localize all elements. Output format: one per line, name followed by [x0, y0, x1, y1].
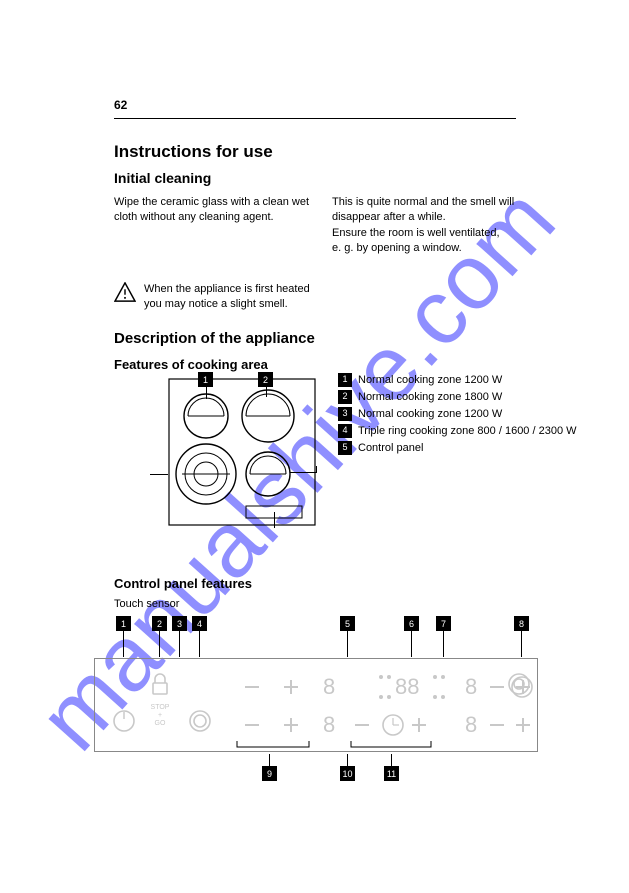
svg-text:STOP: STOP — [151, 704, 170, 711]
legend-text: Normal cooking zone 1800 W — [358, 389, 502, 406]
svg-text:GO: GO — [155, 720, 166, 727]
page-number: 62 — [114, 98, 127, 112]
legend-num: 2 — [338, 390, 352, 404]
para-smell: This is quite normal and the smell will … — [332, 195, 522, 257]
line — [274, 512, 275, 528]
panel-markers-bottom: 9 10 11 — [94, 754, 538, 794]
svg-text:8: 8 — [465, 674, 477, 699]
heading-description: Description of the appliance — [114, 330, 315, 347]
legend-text: Normal cooking zone 1200 W — [358, 406, 502, 423]
sensors-text: Touch sensor — [114, 598, 179, 610]
warning-icon — [114, 282, 136, 307]
legend-num: 3 — [338, 407, 352, 421]
legend-num: 4 — [338, 424, 352, 438]
marker-sq: 10 — [340, 766, 355, 781]
page-content: 62 Instructions for use Initial cleaning… — [0, 0, 629, 893]
svg-text:8: 8 — [465, 712, 477, 737]
legend-text: Control panel — [358, 440, 423, 457]
cooktop-legend: 1 Normal cooking zone 1200 W 2 Normal cook… — [338, 372, 577, 457]
legend-text: Triple ring cooking zone 800 / 1600 / 23… — [358, 423, 577, 440]
line — [316, 466, 317, 473]
marker-sq: 4 — [192, 616, 207, 631]
triple-ring-button — [507, 672, 531, 701]
marker-sq: 5 — [340, 616, 355, 631]
warning-text: When the appliance is first heated you m… — [144, 282, 324, 312]
marker-sq: 1 — [116, 616, 131, 631]
svg-text:8: 8 — [323, 712, 335, 737]
line — [150, 474, 168, 475]
t: disappear after a while. — [332, 211, 446, 223]
panel-markers-top: 1 2 3 4 5 6 7 8 — [94, 616, 538, 656]
marker-sq: 11 — [384, 766, 399, 781]
marker-2: 2 — [258, 372, 273, 387]
t: This is quite normal and the smell will — [332, 196, 514, 208]
line — [206, 387, 207, 399]
heading-initial-cleaning: Initial cleaning — [114, 170, 211, 186]
svg-text:+: + — [158, 712, 162, 719]
marker-sq: 3 — [172, 616, 187, 631]
warning-row: When the appliance is first heated you m… — [114, 282, 324, 312]
marker-sq: 8 — [514, 616, 529, 631]
legend-num: 5 — [338, 441, 352, 455]
marker-sq: 6 — [404, 616, 419, 631]
line — [290, 472, 316, 473]
para-cleaning: Wipe the ceramic glass with a clean wet … — [114, 195, 314, 225]
heading-instructions: Instructions for use — [114, 142, 273, 162]
line — [266, 387, 267, 397]
t: e. g. by opening a window. — [332, 242, 462, 254]
cooktop-diagram — [168, 378, 316, 531]
legend-num: 1 — [338, 373, 352, 387]
marker-sq: 2 — [152, 616, 167, 631]
marker-sq: 7 — [436, 616, 451, 631]
legend-text: Normal cooking zone 1200 W — [358, 372, 502, 389]
marker-sq: 9 — [262, 766, 277, 781]
svg-text:8: 8 — [323, 674, 335, 699]
control-panel-diagram: STOP + GO 8 88 8 8 8 — [94, 658, 538, 752]
rule — [114, 118, 516, 119]
svg-text:88: 88 — [395, 674, 419, 699]
heading-features-cooking: Features of cooking area — [114, 357, 268, 372]
marker-1: 1 — [198, 372, 213, 387]
t: Ensure the room is well ventilated, — [332, 227, 500, 239]
heading-control-panel: Control panel features — [114, 576, 252, 591]
